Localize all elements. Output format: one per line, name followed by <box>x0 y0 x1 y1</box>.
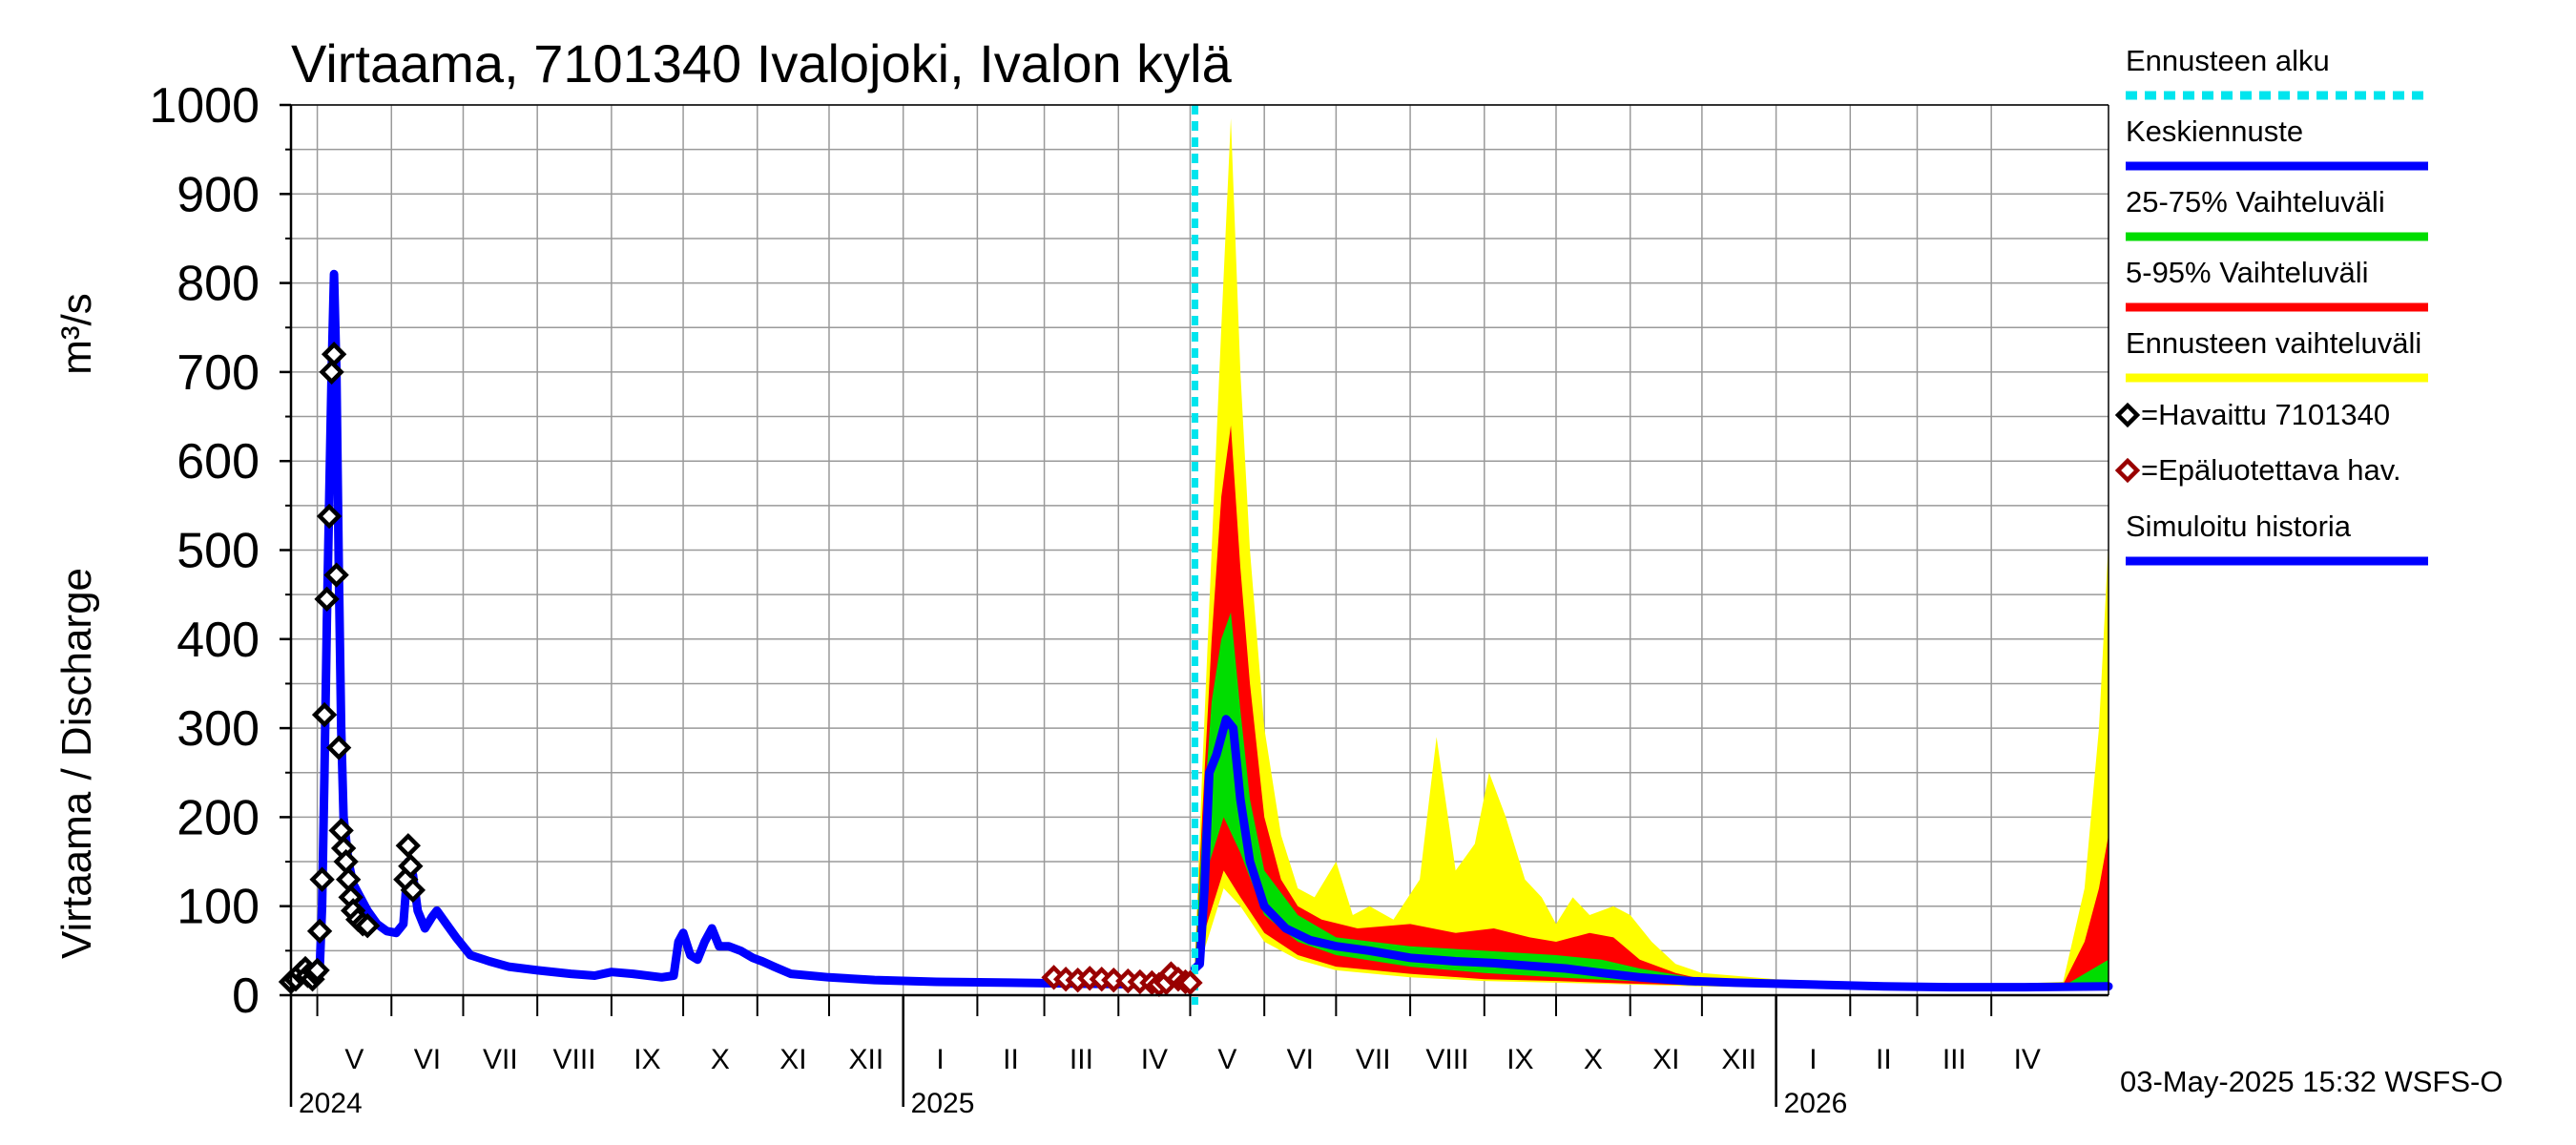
month-label: X <box>1584 1044 1603 1075</box>
y-tick-label: 600 <box>177 434 260 489</box>
month-label: VIII <box>553 1044 596 1075</box>
month-label: XII <box>848 1044 883 1075</box>
observed-point <box>306 918 333 945</box>
month-label: VI <box>414 1044 441 1075</box>
month-label: X <box>711 1044 730 1075</box>
month-label: III <box>1942 1044 1966 1075</box>
observed-point <box>400 877 426 904</box>
y-axis-unit: m³/s <box>53 293 100 375</box>
footer-timestamp: 03-May-2025 15:32 WSFS-O <box>2120 1065 2503 1098</box>
y-tick-label: 200 <box>177 790 260 845</box>
y-tick-label: 1000 <box>149 78 260 134</box>
chart-title: Virtaama, 7101340 Ivalojoki, Ivalon kylä <box>291 33 1233 94</box>
month-label: I <box>936 1044 944 1075</box>
y-tick-label: 800 <box>177 257 260 312</box>
legend-label: Keskiennuste <box>2126 114 2303 148</box>
observed-point <box>309 866 335 892</box>
legend-label: 5-95% Vaihteluväli <box>2126 256 2368 289</box>
y-tick-label: 100 <box>177 880 260 935</box>
unreliable-point <box>1177 969 1203 996</box>
month-label: I <box>1809 1044 1817 1075</box>
year-label: 2026 <box>1784 1088 1848 1119</box>
observed-point <box>355 913 381 939</box>
y-axis-label: Virtaama / Discharge <box>53 568 100 959</box>
month-label: II <box>1003 1044 1019 1075</box>
observed-point <box>323 562 349 588</box>
observed-point <box>321 342 347 367</box>
observed-point <box>319 359 344 385</box>
y-tick-label: 500 <box>177 524 260 579</box>
month-label: VII <box>1356 1044 1391 1075</box>
y-tick-label: 400 <box>177 613 260 668</box>
legend: Ennusteen alku Keskiennuste 25-75% Vaihtel… <box>2114 44 2428 566</box>
month-label: IV <box>1141 1044 1168 1075</box>
month-label: VII <box>483 1044 518 1075</box>
month-label: XII <box>1721 1044 1756 1075</box>
month-label: IX <box>1506 1044 1533 1075</box>
observed-point <box>316 503 343 530</box>
observed-point <box>311 701 338 728</box>
y-tick-label: 900 <box>177 167 260 222</box>
month-label: III <box>1070 1044 1093 1075</box>
legend-label: =Epäluotettava hav. <box>2141 453 2401 487</box>
legend-label: Simuloitu historia <box>2126 510 2352 543</box>
month-label: V <box>344 1044 364 1075</box>
y-tick-label: 0 <box>232 968 260 1024</box>
y-tick-label: 700 <box>177 345 260 401</box>
legend-label: Ennusteen vaihteluväli <box>2126 326 2421 360</box>
month-label: XI <box>779 1044 806 1075</box>
legend-label: =Havaittu 7101340 <box>2141 398 2390 431</box>
legend-label: Ennusteen alku <box>2126 44 2330 77</box>
year-label: 2024 <box>299 1088 363 1119</box>
month-label: IX <box>634 1044 660 1075</box>
y-tick-label: 300 <box>177 701 260 757</box>
observed-point <box>325 735 352 760</box>
legend-swatch <box>2114 402 2141 428</box>
month-label: II <box>1876 1044 1892 1075</box>
observation-markers <box>278 342 1203 997</box>
year-label: 2025 <box>911 1088 975 1119</box>
month-label: XI <box>1652 1044 1679 1075</box>
observed-point <box>314 586 340 612</box>
observed-point <box>395 833 422 859</box>
month-label: VI <box>1287 1044 1314 1075</box>
line-keskiennuste <box>1191 715 2113 992</box>
month-label: V <box>1217 1044 1236 1075</box>
legend-swatch <box>2114 457 2141 484</box>
legend-label: 25-75% Vaihteluväli <box>2126 185 2385 219</box>
observed-point <box>398 853 424 879</box>
observed-point <box>304 957 330 984</box>
month-label: IV <box>2014 1044 2041 1075</box>
month-label: VIII <box>1425 1044 1468 1075</box>
